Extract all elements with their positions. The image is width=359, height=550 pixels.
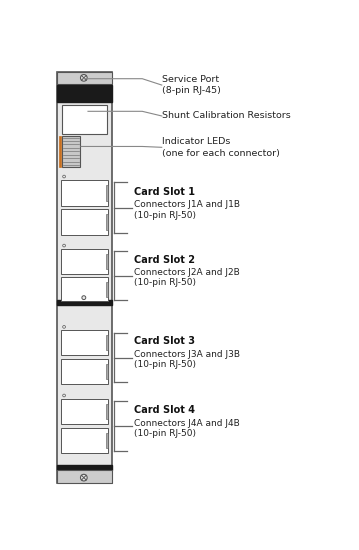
Ellipse shape bbox=[80, 75, 87, 81]
Bar bbox=[57, 470, 112, 483]
Bar bbox=[61, 277, 108, 301]
Bar bbox=[57, 300, 112, 305]
Text: (10-pin RJ-50): (10-pin RJ-50) bbox=[134, 211, 196, 219]
Text: Connectors J4A and J4B: Connectors J4A and J4B bbox=[134, 419, 240, 427]
Bar bbox=[61, 249, 108, 273]
Ellipse shape bbox=[80, 474, 87, 481]
Bar bbox=[57, 85, 112, 102]
Text: Shunt Calibration Resistors: Shunt Calibration Resistors bbox=[162, 112, 290, 120]
Ellipse shape bbox=[63, 244, 65, 247]
Bar bbox=[106, 364, 108, 379]
Bar bbox=[57, 73, 112, 483]
Bar bbox=[61, 359, 108, 384]
Text: (10-pin RJ-50): (10-pin RJ-50) bbox=[134, 278, 196, 287]
Bar bbox=[59, 136, 61, 167]
Bar bbox=[106, 214, 108, 230]
Bar bbox=[106, 336, 108, 350]
Text: Card Slot 1: Card Slot 1 bbox=[134, 187, 195, 197]
Bar bbox=[106, 282, 108, 296]
Bar bbox=[106, 433, 108, 448]
Text: Service Port
(8-pin RJ-45): Service Port (8-pin RJ-45) bbox=[162, 75, 220, 96]
Bar bbox=[61, 399, 108, 424]
Text: Card Slot 2: Card Slot 2 bbox=[134, 255, 195, 265]
Text: Card Slot 3: Card Slot 3 bbox=[134, 337, 195, 346]
Bar bbox=[61, 330, 108, 355]
Text: (10-pin RJ-50): (10-pin RJ-50) bbox=[134, 360, 196, 369]
Bar bbox=[61, 428, 108, 453]
Bar bbox=[57, 465, 112, 470]
Ellipse shape bbox=[63, 175, 65, 178]
Ellipse shape bbox=[63, 326, 65, 328]
Bar bbox=[106, 254, 108, 268]
Ellipse shape bbox=[63, 394, 65, 397]
Text: Connectors J1A and J1B: Connectors J1A and J1B bbox=[134, 200, 240, 209]
Bar bbox=[57, 72, 112, 84]
Bar bbox=[62, 105, 107, 134]
Text: (10-pin RJ-50): (10-pin RJ-50) bbox=[134, 429, 196, 438]
Bar bbox=[61, 209, 108, 235]
Text: Connectors J3A and J3B: Connectors J3A and J3B bbox=[134, 350, 240, 359]
Ellipse shape bbox=[82, 296, 86, 300]
Text: Connectors J2A and J2B: Connectors J2A and J2B bbox=[134, 268, 240, 277]
Bar bbox=[106, 185, 108, 201]
Text: Indicator LEDs
(one for each connector): Indicator LEDs (one for each connector) bbox=[162, 137, 280, 158]
Bar bbox=[62, 136, 80, 167]
Text: Card Slot 4: Card Slot 4 bbox=[134, 405, 195, 415]
Bar bbox=[106, 404, 108, 419]
Bar bbox=[61, 180, 108, 206]
